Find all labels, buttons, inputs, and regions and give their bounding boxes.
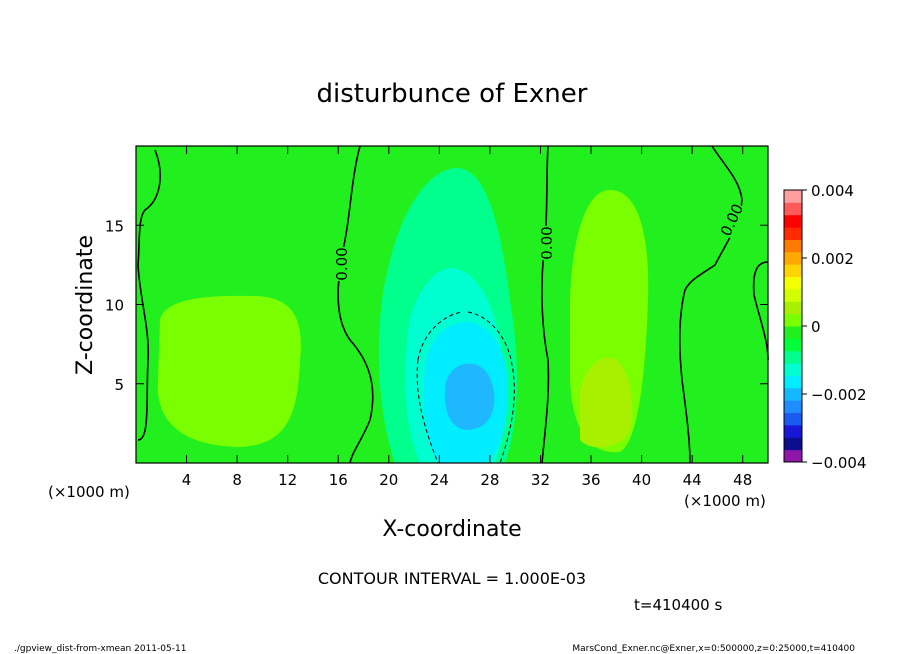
x-tick-label: 20 [379, 471, 398, 489]
colorbar-segment [784, 313, 802, 327]
contour-label-group: 0.00 [333, 247, 351, 281]
x-tick-label: 36 [581, 471, 600, 489]
y-unit-label: (×1000 m) [48, 483, 130, 501]
contour-zero-44 [679, 145, 743, 464]
y-axis-label: Z-coordinate [73, 235, 98, 375]
x-unit-label: (×1000 m) [684, 492, 766, 510]
x-tick-label: 28 [480, 471, 499, 489]
colorbar-segment [784, 239, 802, 253]
colorbar-segment [784, 387, 802, 401]
colorbar-tick-label: 0.004 [811, 182, 854, 200]
negative-minimum [444, 363, 495, 430]
colorbar-segment [784, 412, 802, 426]
colorbar-segment [784, 363, 802, 376]
contour-label: 0.00 [538, 226, 556, 259]
colorbar-tick-label: −0.004 [811, 454, 867, 472]
x-tick-label: 12 [278, 471, 297, 489]
contour-label-group: 0.00 [538, 226, 556, 260]
x-tick-label: 16 [329, 471, 348, 489]
colorbar-segment [784, 449, 802, 463]
x-tick-label: 32 [531, 471, 550, 489]
footer-right: MarsCond_Exner.nc@Exner,x=0:500000,z=0:2… [572, 644, 855, 654]
colorbar-segment [784, 301, 802, 315]
colorbar-segment [784, 214, 802, 228]
contour-zero-right [752, 261, 769, 361]
contour-interval-text: CONTOUR INTERVAL = 1.000E-03 [318, 569, 586, 588]
contour-zero-left [137, 149, 161, 441]
x-axis-label: X-coordinate [382, 517, 521, 542]
chart-title: disturbunce of Exner [317, 79, 588, 109]
contour-label: 0.00 [333, 247, 351, 280]
colorbar-segment [784, 264, 802, 278]
x-tick-label: 40 [632, 471, 651, 489]
colorbar: 0.004 0.002 0 −0.002 −0.004 [783, 182, 867, 472]
contour-zero-32 [541, 145, 550, 464]
colorbar-segment [784, 190, 802, 203]
colorbar-segment [784, 288, 802, 302]
colorbar-segment [784, 326, 802, 339]
footer-left: ./gpview_dist-from-xmean 2011-05-11 [14, 644, 186, 654]
y-tick-label: 10 [105, 297, 124, 315]
colorbar-segment [784, 227, 802, 240]
contour-zero-16 [337, 145, 374, 464]
colorbar-segment [784, 400, 802, 414]
contour-negative [416, 311, 515, 464]
contour-label-bg [716, 200, 746, 239]
colorbar-segment [784, 375, 802, 389]
x-tick-label: 24 [430, 471, 449, 489]
colorbar-segment [784, 424, 802, 438]
y-tick-label: 15 [105, 217, 124, 235]
contour-label-bg [538, 226, 554, 260]
y-tick-label: 5 [114, 376, 124, 394]
plot-area: 0.000.000.00 4 8 12 16 20 24 28 32 36 40 44 48 5101… [105, 145, 769, 489]
colorbar-tick-label: −0.002 [811, 386, 867, 404]
positive-max-right [580, 357, 632, 448]
x-tick-label: 4 [182, 471, 192, 489]
time-text: t=410400 s [634, 596, 722, 614]
colorbar-segment [784, 251, 802, 265]
colorbar-segment [784, 437, 802, 451]
contour-label-bg [333, 247, 349, 281]
colorbar-segment [784, 338, 802, 352]
colorbar-segment [784, 202, 802, 216]
x-tick-label: 48 [733, 471, 752, 489]
colorbar-tick-label: 0.002 [811, 250, 854, 268]
x-tick-label: 44 [683, 471, 702, 489]
colorbar-tick-label: 0 [811, 318, 821, 336]
colorbar-segment [784, 350, 802, 364]
x-tick-label: 8 [232, 471, 242, 489]
colorbar-segment [784, 276, 802, 290]
positive-region-left [157, 295, 301, 447]
